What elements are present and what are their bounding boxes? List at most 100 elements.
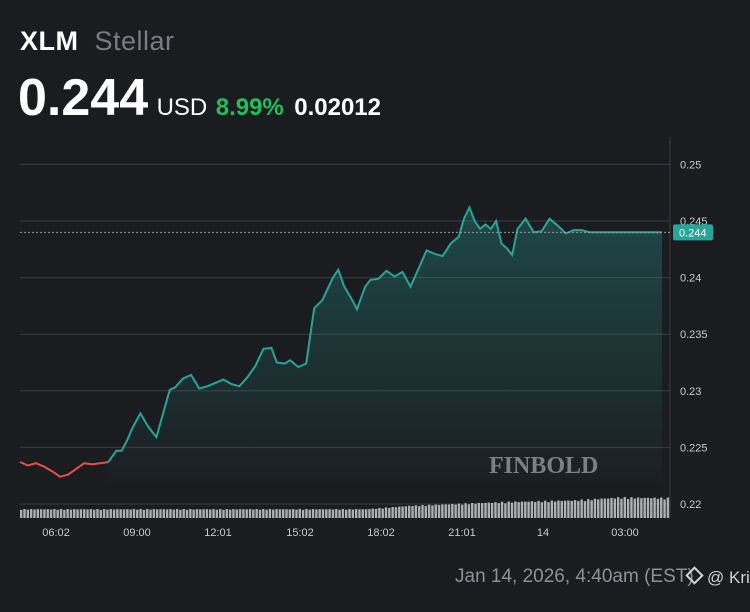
volume-bar — [116, 509, 119, 518]
volume-bar — [338, 509, 341, 518]
volume-bar — [106, 509, 109, 518]
currency-label: USD — [156, 94, 208, 121]
volume-bar — [500, 501, 504, 518]
volume-bar — [179, 509, 182, 518]
volume-bar — [315, 509, 318, 518]
volume-bar — [656, 498, 660, 518]
volume-bar — [570, 500, 573, 518]
volume-bar — [335, 509, 338, 518]
volume-bar — [79, 509, 83, 518]
volume-bar — [49, 509, 53, 518]
current-price: 0.244 — [18, 69, 149, 127]
volume-bar — [583, 501, 587, 518]
volume-bar — [630, 497, 633, 518]
volume-bar — [73, 509, 76, 518]
volume-bar — [510, 502, 514, 518]
volume-bar — [640, 498, 643, 518]
volume-bar — [209, 509, 212, 518]
volume-bar — [215, 509, 219, 518]
volume-bar — [606, 498, 610, 518]
volume-bar — [192, 509, 195, 518]
volume-bar — [388, 507, 391, 518]
price-row: 0.244 USD 8.99% 0.02012 — [18, 68, 381, 128]
volume-bar — [577, 501, 580, 518]
volume-bar — [504, 503, 507, 518]
volume-bar — [467, 504, 471, 518]
volume-bar — [252, 509, 255, 518]
volume-bar — [354, 509, 358, 518]
volume-bar — [165, 509, 169, 518]
volume-bar — [444, 504, 447, 518]
volume-bar — [331, 509, 335, 518]
volume-bar — [520, 501, 524, 518]
volume-bar — [378, 507, 381, 518]
volume-bar — [464, 503, 467, 518]
x-tick-label: 14 — [537, 527, 549, 539]
volume-bar — [278, 509, 282, 518]
volume-bar — [454, 504, 457, 518]
volume-bar — [305, 509, 308, 518]
volume-bar — [537, 500, 540, 518]
volume-bar — [660, 497, 663, 518]
volume-bar — [371, 508, 374, 518]
volume-bar — [152, 509, 156, 518]
volume-bar — [636, 497, 640, 518]
x-tick-label: 03:00 — [611, 527, 639, 539]
price-chart[interactable]: 0.250.2450.240.2350.230.2250.220.24406:0… — [0, 128, 750, 548]
volume-bar — [484, 502, 487, 518]
price-area-fill — [108, 207, 663, 482]
volume-bar — [477, 502, 481, 518]
volume-bar — [587, 499, 590, 518]
y-tick-label: 0.24 — [680, 273, 701, 285]
volume-bar — [132, 509, 136, 518]
x-tick-label: 06:02 — [42, 527, 70, 539]
volume-bar — [543, 500, 547, 518]
volume-bar — [643, 497, 646, 518]
volume-bar — [311, 509, 315, 518]
volume-bar — [33, 509, 36, 518]
volume-bar — [69, 509, 73, 518]
volume-bar — [341, 509, 345, 518]
change-percent: 8.99% — [215, 94, 284, 121]
volume-bar — [610, 497, 613, 518]
volume-bar — [328, 509, 331, 518]
volume-bar — [653, 497, 656, 518]
volume-bar — [39, 509, 43, 518]
volume-bar — [89, 509, 93, 518]
volume-bar — [590, 500, 593, 518]
volume-bar — [265, 509, 268, 518]
volume-bar — [205, 509, 209, 518]
volume-bar — [218, 509, 222, 518]
volume-bar — [480, 503, 484, 518]
volume-bar — [202, 509, 205, 518]
y-tick-label: 0.225 — [680, 442, 708, 454]
x-tick-label: 18:02 — [367, 527, 395, 539]
volume-bar — [149, 509, 152, 518]
volume-bar — [189, 509, 192, 518]
volume-bar — [348, 509, 351, 518]
y-tick-label: 0.22 — [680, 499, 701, 511]
volume-bar — [238, 509, 242, 518]
volume-bar — [185, 509, 189, 518]
volume-bar — [102, 509, 106, 518]
volume-bar — [398, 506, 401, 518]
volume-bar — [368, 509, 371, 518]
volume-bar — [490, 502, 494, 518]
volume-bar — [86, 509, 89, 518]
volume-bar — [534, 501, 537, 518]
volume-bar — [318, 509, 321, 518]
volume-bar — [53, 509, 56, 518]
volume-bar — [597, 499, 600, 518]
volume-bar — [424, 506, 428, 518]
y-tick-label: 0.25 — [680, 159, 701, 171]
volume-bar — [447, 504, 451, 518]
volume-bar — [384, 507, 388, 518]
volume-bar — [268, 509, 272, 518]
volume-bar — [557, 500, 560, 518]
volume-bar — [474, 503, 477, 518]
volume-bar — [650, 498, 653, 518]
current-price-label: 0.244 — [679, 227, 707, 239]
watermark-logo: FINBOLD — [489, 453, 598, 479]
price-line-up — [107, 204, 662, 463]
x-tick-label: 15:02 — [286, 527, 314, 539]
